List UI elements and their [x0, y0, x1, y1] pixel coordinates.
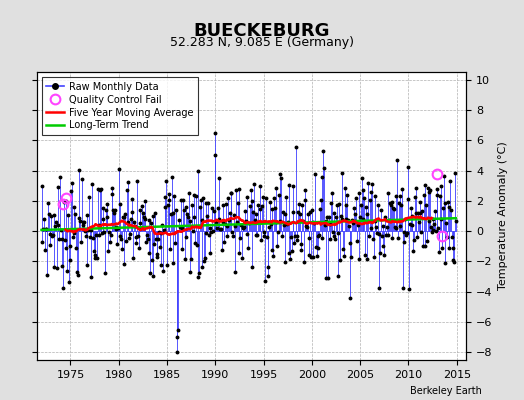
- Legend: Raw Monthly Data, Quality Control Fail, Five Year Moving Average, Long-Term Tren: Raw Monthly Data, Quality Control Fail, …: [41, 77, 198, 135]
- Y-axis label: Temperature Anomaly (°C): Temperature Anomaly (°C): [498, 142, 508, 290]
- Text: BUECKEBURG: BUECKEBURG: [194, 22, 330, 40]
- Text: 52.283 N, 9.085 E (Germany): 52.283 N, 9.085 E (Germany): [170, 36, 354, 49]
- Text: Berkeley Earth: Berkeley Earth: [410, 386, 482, 396]
